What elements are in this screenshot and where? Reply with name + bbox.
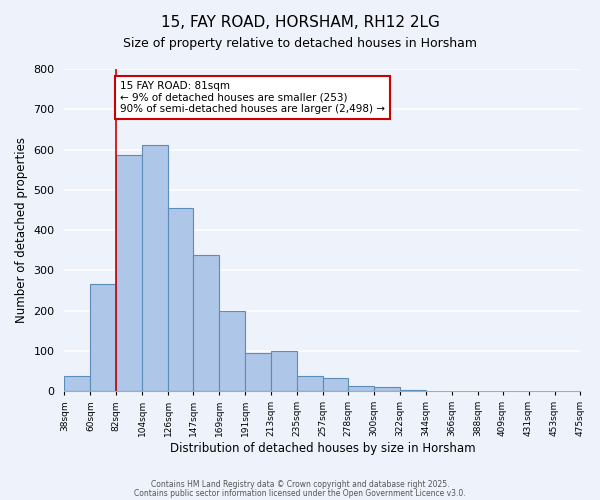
Bar <box>64 376 91 391</box>
Bar <box>116 154 142 391</box>
Bar <box>271 351 297 391</box>
Text: Size of property relative to detached houses in Horsham: Size of property relative to detached ho… <box>123 38 477 51</box>
Bar <box>193 255 219 391</box>
Bar <box>348 386 374 391</box>
Bar <box>297 376 323 391</box>
Bar <box>219 310 245 391</box>
Bar <box>142 146 169 391</box>
Text: 15 FAY ROAD: 81sqm
← 9% of detached houses are smaller (253)
90% of semi-detache: 15 FAY ROAD: 81sqm ← 9% of detached hous… <box>120 81 385 114</box>
Bar <box>323 378 348 391</box>
Bar <box>374 387 400 391</box>
Bar <box>245 353 271 391</box>
X-axis label: Distribution of detached houses by size in Horsham: Distribution of detached houses by size … <box>170 442 475 455</box>
Text: Contains public sector information licensed under the Open Government Licence v3: Contains public sector information licen… <box>134 488 466 498</box>
Text: Contains HM Land Registry data © Crown copyright and database right 2025.: Contains HM Land Registry data © Crown c… <box>151 480 449 489</box>
Text: 15, FAY ROAD, HORSHAM, RH12 2LG: 15, FAY ROAD, HORSHAM, RH12 2LG <box>161 15 439 30</box>
Bar <box>91 284 116 391</box>
Bar <box>400 390 426 391</box>
Y-axis label: Number of detached properties: Number of detached properties <box>15 137 28 323</box>
Bar <box>169 208 193 391</box>
